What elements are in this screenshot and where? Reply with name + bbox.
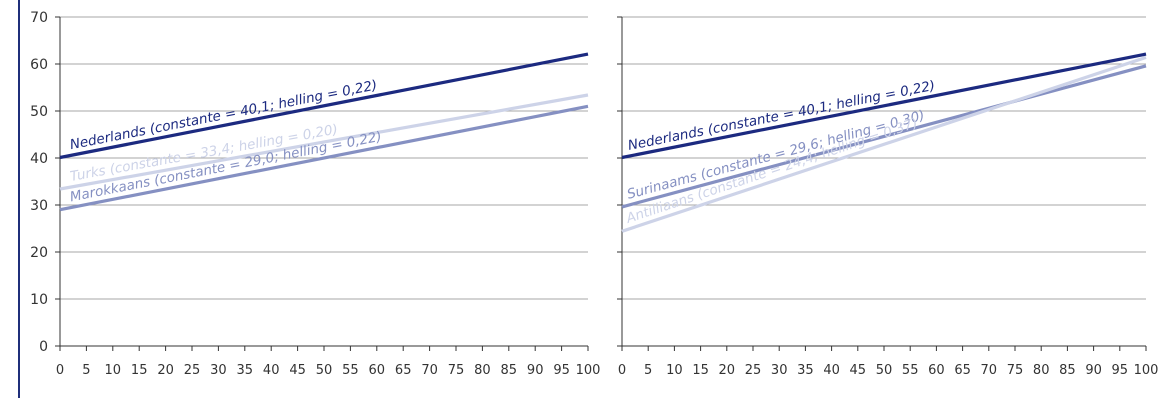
y-tick-label: 0 xyxy=(39,339,48,355)
x-tick-label: 5 xyxy=(82,363,90,378)
x-tick-label: 85 xyxy=(501,363,518,378)
x-tick-label: 95 xyxy=(553,363,570,378)
y-tick-label: 20 xyxy=(30,245,48,261)
x-tick-label: 70 xyxy=(981,363,998,378)
x-tick-label: 30 xyxy=(771,363,788,378)
x-tick-label: 25 xyxy=(184,363,201,378)
x-tick-label: 65 xyxy=(954,363,971,378)
x-tick-label: 40 xyxy=(823,363,840,378)
series-line-antilliaans xyxy=(621,55,1147,233)
x-tick-label: 45 xyxy=(850,363,867,378)
x-tick-label: 100 xyxy=(576,363,601,378)
x-tick-label: 65 xyxy=(395,363,412,378)
chart-panel-right: 0 5 10 15 20 25 30 35 40 45 50 55 60 65 70 75 80 85 90 95 10… xyxy=(617,16,1159,378)
y-tick-label: 30 xyxy=(30,198,48,214)
x-tick-label: 80 xyxy=(1033,363,1050,378)
x-tick-label: 0 xyxy=(618,363,626,378)
y-tick-label: 60 xyxy=(30,57,48,73)
y-tick-label: 10 xyxy=(30,292,48,308)
left-border-line xyxy=(18,0,20,398)
x-tick-label: 90 xyxy=(1085,363,1102,378)
series-line-turks xyxy=(59,93,589,191)
series-line-marokkaans xyxy=(59,104,589,212)
x-tick-label: 10 xyxy=(666,363,683,378)
x-tick-label: 40 xyxy=(263,363,280,378)
chart-panel-left: 0 10 20 30 40 50 60 70 0 5 10 15 20 25 30 35 40 45 50 55 60 6… xyxy=(30,10,600,378)
x-tick-label: 55 xyxy=(342,363,359,378)
x-tick-label: 45 xyxy=(289,363,306,378)
x-tick-label: 60 xyxy=(369,363,386,378)
x-tick-label: 50 xyxy=(316,363,333,378)
x-tick-label: 50 xyxy=(876,363,893,378)
x-tick-label: 75 xyxy=(1007,363,1024,378)
x-tick-label: 75 xyxy=(448,363,465,378)
x-tick-label: 80 xyxy=(474,363,491,378)
y-tick-label: 70 xyxy=(30,10,48,26)
x-tick-label: 95 xyxy=(1112,363,1129,378)
y-tick-label: 40 xyxy=(30,151,48,167)
series-line-nederlands xyxy=(59,52,589,160)
x-tick-label: 35 xyxy=(237,363,254,378)
x-tick-label: 35 xyxy=(797,363,814,378)
y-tick-label: 50 xyxy=(30,104,48,120)
x-tick-label: 30 xyxy=(210,363,227,378)
x-tick-label: 85 xyxy=(1059,363,1076,378)
x-tick-label: 55 xyxy=(902,363,919,378)
x-tick-label: 20 xyxy=(157,363,174,378)
x-tick-label: 15 xyxy=(131,363,148,378)
x-tick-label: 20 xyxy=(719,363,736,378)
x-tick-label: 5 xyxy=(644,363,652,378)
x-tick-label: 10 xyxy=(105,363,122,378)
x-tick-label: 0 xyxy=(56,363,64,378)
x-tick-label: 60 xyxy=(928,363,945,378)
series-line-nederlands xyxy=(621,52,1147,160)
x-tick-label: 100 xyxy=(1134,363,1159,378)
x-tick-label: 25 xyxy=(745,363,762,378)
x-tick-label: 70 xyxy=(421,363,438,378)
x-tick-label: 15 xyxy=(692,363,709,378)
x-tick-label: 90 xyxy=(527,363,544,378)
series-line-surinaams xyxy=(621,64,1147,209)
